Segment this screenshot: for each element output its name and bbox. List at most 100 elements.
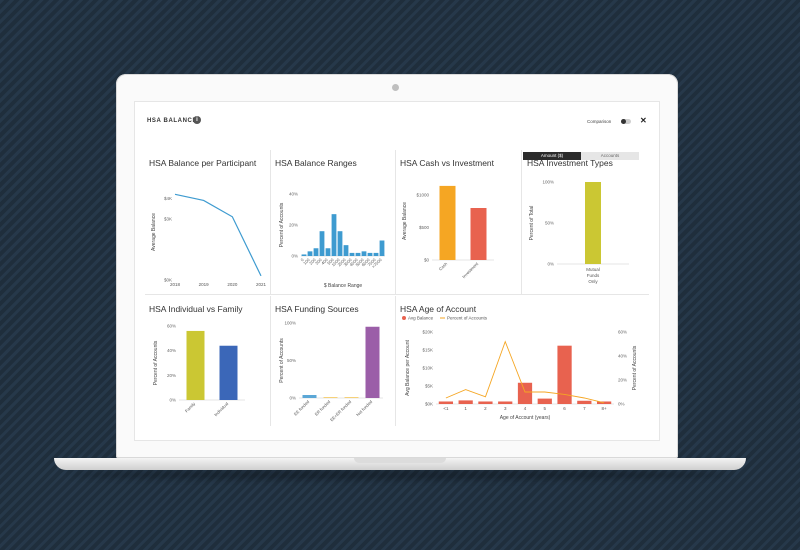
y-tick-label: 60% [618,330,627,335]
x-tick-label: EE funded [293,399,311,417]
laptop-shadow [70,470,730,480]
amount-toggle-button[interactable]: Amount ($) [523,152,581,160]
y-tick-label: $500 [419,225,430,230]
chart-title: HSA Investment Types [527,158,613,168]
y-tick-label: $0K [164,278,172,283]
y-tick-label: 40% [618,354,627,359]
bar [301,254,307,256]
series-line [445,340,605,404]
y-tick-label: 20% [167,373,176,378]
x-tick-label: 4000 [349,257,360,268]
x-tick-label: 100 [302,257,311,266]
divider [395,296,396,426]
x-axis-title: Age of Account (years) [500,415,551,421]
individual-vs-family-chart: 0% 20% 40% 60% Percent of Accounts Family Indi… [153,324,245,417]
y-axis-title: Percent of Accounts [632,345,638,390]
bar [438,401,454,404]
y-tick-label: 0% [618,402,625,407]
accounts-toggle-button[interactable]: Accounts [581,152,639,160]
series-line [174,193,262,277]
x-tick-label: 8+ [602,406,608,411]
x-tick-label: ER funded [314,399,332,417]
info-icon[interactable]: i [193,116,201,124]
x-tick-label: 200 [308,257,317,266]
x-tick-label: Individual [213,401,229,417]
y-tick-label: 100% [284,321,296,326]
y-tick-label: 0% [169,398,176,403]
x-tick-label: 2 [484,406,487,411]
bar [313,248,319,256]
divider [521,150,522,294]
bar [349,252,355,256]
cash-vs-investment-panel: HSA Cash vs Investment $0 $500 $1000 Averag… [396,150,520,294]
y-tick-label: 0% [289,396,296,401]
y-tick-label: 50% [287,358,296,363]
y-tick-label: 40% [167,348,176,353]
y-axis-title: Avg Balance per Account [405,340,411,396]
x-tick-label: 2019 [199,282,210,287]
bar [498,401,513,404]
x-tick-label: 6000 [361,257,372,268]
bar [319,231,325,256]
x-tick-label: <1 [443,406,449,411]
bar [585,182,601,264]
y-axis-title: Percent of Total [529,206,535,241]
balance-per-participant-chart: $0K $3K $4K Average Balance 2018 2019 2020 2021 [151,193,267,287]
bar [557,345,572,404]
chart-title: HSA Individual vs Family [149,304,243,314]
x-tick-label: 7000 [367,257,378,268]
x-tick-label: 1000 [331,257,342,268]
x-tick-label: 2021 [256,282,267,287]
divider [145,294,649,295]
x-tick-label: EE+ER funded [329,399,353,423]
bar [331,214,337,256]
x-tick-label: 2000 [337,257,348,268]
bar [361,251,367,256]
x-tick-label: 300 [314,257,323,266]
bar [365,326,380,398]
bar [379,240,385,256]
y-tick-label: $0K [425,402,433,407]
x-tick-label: Only [588,279,598,284]
x-tick-label: 6 [563,406,566,411]
toggle-knob [621,119,626,124]
bar [478,401,493,404]
dashboard-header: HSA BALANCE i Comparison ✕ [135,102,659,130]
y-tick-label: 60% [167,324,176,329]
bar [323,397,338,398]
individual-vs-family-panel: HSA Individual vs Family 0% 20% 40% 60% Perc… [145,296,269,426]
divider [270,296,271,426]
comparison-toggle[interactable] [621,119,631,124]
bar [186,330,205,400]
chart-title: HSA Balance Ranges [275,158,357,168]
y-tick-label: $0 [424,258,430,263]
x-tick-label: 3 [504,406,507,411]
divider [270,150,271,294]
bar [458,400,473,404]
dashboard-screen: HSA BALANCE i Comparison ✕ Amount ($) Ac… [134,101,660,441]
funding-sources-chart: 0% 50% 100% Percent of Accounts EE funded ER … [279,321,383,423]
laptop-base [54,458,746,470]
y-axis-title: Percent of Accounts [153,340,159,385]
x-tick-label: 500 [326,257,335,266]
x-tick-label: Family [184,401,197,414]
bar [577,400,592,404]
y-axis-title: Average Balance [151,213,157,251]
x-tick-label: Funds [587,273,600,278]
camera-icon [392,84,399,91]
y-tick-label: $1000 [416,193,429,198]
x-tick-label: Investment [461,261,480,280]
bar [517,382,533,404]
y-tick-label: 100% [542,180,554,185]
y-tick-label: 20% [618,378,627,383]
bar [343,245,349,256]
y-tick-label: $20K [422,330,433,335]
bar [337,231,343,256]
close-icon[interactable]: ✕ [640,116,647,125]
y-tick-label: $15K [422,348,433,353]
investment-types-panel: HSA Investment Types 0% 50% 100% Percent of… [523,150,649,294]
y-tick-label: 0% [547,262,554,267]
y-tick-label: $10K [422,366,433,371]
y-axis-title: Percent of Accounts [279,338,285,383]
y-tick-label: 50% [545,221,554,226]
